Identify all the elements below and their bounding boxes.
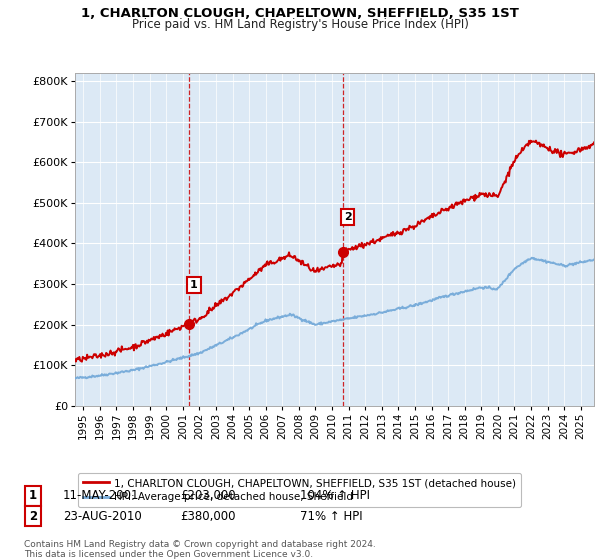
Text: 71% ↑ HPI: 71% ↑ HPI xyxy=(300,510,362,523)
Text: 2: 2 xyxy=(29,510,37,523)
Text: 104% ↑ HPI: 104% ↑ HPI xyxy=(300,489,370,502)
Text: 1, CHARLTON CLOUGH, CHAPELTOWN, SHEFFIELD, S35 1ST: 1, CHARLTON CLOUGH, CHAPELTOWN, SHEFFIEL… xyxy=(81,7,519,20)
Text: £203,000: £203,000 xyxy=(180,489,236,502)
Text: 1: 1 xyxy=(190,280,198,290)
Text: £380,000: £380,000 xyxy=(180,510,235,523)
Text: Price paid vs. HM Land Registry's House Price Index (HPI): Price paid vs. HM Land Registry's House … xyxy=(131,18,469,31)
Text: Contains HM Land Registry data © Crown copyright and database right 2024.
This d: Contains HM Land Registry data © Crown c… xyxy=(24,540,376,559)
Text: 1: 1 xyxy=(29,489,37,502)
Text: 2: 2 xyxy=(344,212,352,222)
Text: 11-MAY-2001: 11-MAY-2001 xyxy=(63,489,139,502)
Text: 23-AUG-2010: 23-AUG-2010 xyxy=(63,510,142,523)
Legend: 1, CHARLTON CLOUGH, CHAPELTOWN, SHEFFIELD, S35 1ST (detached house), HPI: Averag: 1, CHARLTON CLOUGH, CHAPELTOWN, SHEFFIEL… xyxy=(77,473,521,507)
